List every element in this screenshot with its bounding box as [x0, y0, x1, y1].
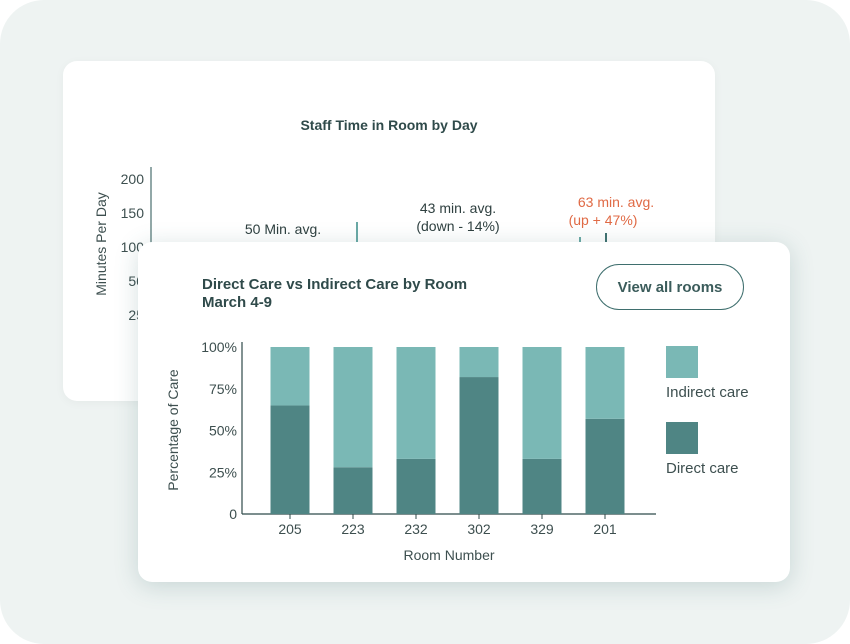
bar-direct-care: [396, 458, 436, 514]
x-tick-label: 329: [530, 521, 554, 537]
bar-direct-care: [333, 467, 373, 514]
legend-item-indirect: Indirect care: [666, 346, 749, 422]
staff-time-y-tick: 150: [121, 205, 145, 221]
staff-time-annotation-highlight: 63 min. avg.: [578, 194, 654, 210]
staff-time-annotation: 50 Min. avg.: [245, 221, 321, 237]
bar-direct-care: [459, 377, 499, 514]
staff-time-annotation: 43 min. avg.: [420, 200, 496, 216]
bar-indirect-care: [522, 347, 562, 459]
y-tick-label: 0: [229, 506, 237, 522]
bar-indirect-care: [333, 347, 373, 468]
chart-title-line1: Direct Care vs Indirect Care by Room: [202, 276, 468, 293]
legend-label-direct: Direct care: [666, 460, 739, 477]
staff-time-annotation-highlight: (up + 47%): [569, 212, 638, 228]
bar-indirect-care: [396, 347, 436, 459]
view-all-rooms-button[interactable]: View all rooms: [596, 264, 744, 310]
bar-direct-care: [270, 405, 310, 514]
y-tick-label: 75%: [209, 381, 237, 397]
x-tick-label: 232: [404, 521, 428, 537]
staff-time-y-tick: 200: [121, 171, 145, 187]
x-axis-label: Room Number: [403, 547, 494, 563]
direct-vs-indirect-card: Direct Care vs Indirect Care by Room Mar…: [138, 242, 790, 582]
staff-time-y-label: Minutes Per Day: [93, 192, 109, 295]
staff-time-annotation: (down - 14%): [416, 218, 499, 234]
x-tick-label: 302: [467, 521, 491, 537]
x-tick-label: 223: [341, 521, 365, 537]
legend-swatch-direct: [666, 422, 698, 454]
x-tick-label: 205: [278, 521, 302, 537]
bar-direct-care: [585, 418, 625, 514]
bar-indirect-care: [459, 347, 499, 378]
chart-subtitle: March 4-9: [202, 294, 273, 311]
legend-item-direct: Direct care: [666, 422, 749, 498]
staff-time-title: Staff Time in Room by Day: [300, 117, 477, 133]
bar-direct-care: [522, 458, 562, 514]
y-tick-label: 100%: [201, 339, 237, 355]
legend-swatch-indirect: [666, 346, 698, 378]
direct-vs-indirect-chart: Percentage of Care Room Number 0 25% 50% 75…: [165, 339, 656, 563]
legend: Indirect care Direct care: [666, 346, 749, 498]
legend-label-indirect: Indirect care: [666, 384, 749, 401]
bar-indirect-care: [270, 347, 310, 406]
bar-indirect-care: [585, 347, 625, 419]
y-tick-label: 50%: [209, 423, 237, 439]
x-tick-label: 201: [593, 521, 617, 537]
chart-title: Direct Care vs Indirect Care by Room Mar…: [202, 276, 467, 312]
y-tick-label: 25%: [209, 464, 237, 480]
y-axis-label: Percentage of Care: [165, 369, 181, 491]
